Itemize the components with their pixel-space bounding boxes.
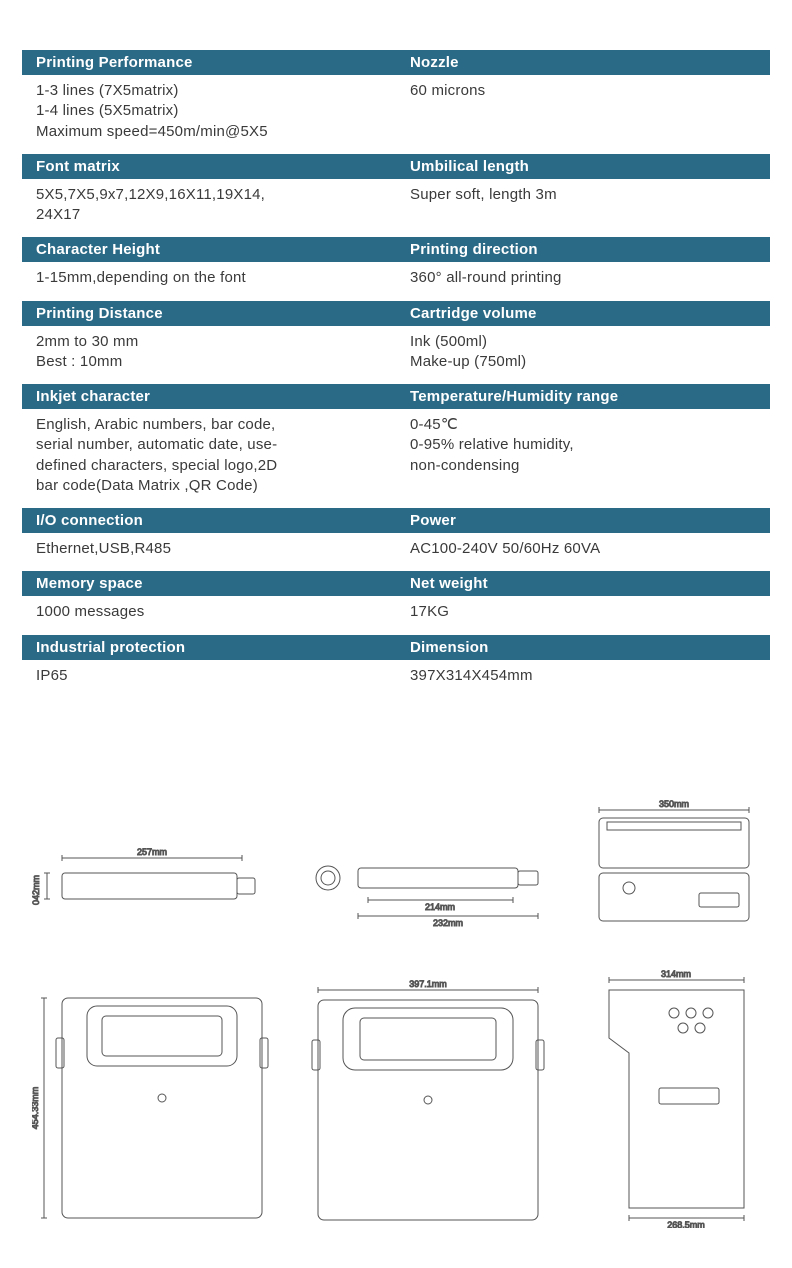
spec-row: Printing direction 360° all-round printi… [396,237,770,300]
spec-value: 5X5,7X5,9x7,12X9,16X11,19X14, 24X17 [22,179,396,238]
svg-text:214mm: 214mm [425,902,455,912]
spec-row: Printing Performance 1-3 lines (7X5matri… [22,50,396,154]
spec-value: IP65 [22,660,396,698]
spec-row: I/O connection Ethernet,USB,R485 [22,508,396,571]
spec-table: Printing Performance 1-3 lines (7X5matri… [22,50,770,698]
spec-value: 360° all-round printing [396,262,770,300]
svg-text:232mm: 232mm [433,918,463,928]
spec-value: English, Arabic numbers, bar code, seria… [22,409,396,508]
svg-text:268.5mm: 268.5mm [667,1220,705,1228]
spec-header: Umbilical length [396,154,770,179]
spec-header: Printing direction [396,237,770,262]
spec-header: Net weight [396,571,770,596]
svg-text:042mm: 042mm [32,875,41,905]
diagram-printhead-side: 257mm 042mm [32,828,272,928]
spec-value: 60 microns [396,75,770,113]
spec-value: 397X314X454mm [396,660,770,698]
spec-header: Printing Distance [22,301,396,326]
diagram-unit-side: 314mm 268.5mm [579,968,769,1228]
spec-row: Nozzle 60 microns [396,50,770,154]
svg-text:454.33mm: 454.33mm [32,1086,40,1129]
diagram-unit-top: 350mm [579,798,769,928]
spec-row: Font matrix 5X5,7X5,9x7,12X9,16X11,19X14… [22,154,396,238]
spec-value: 1-15mm,depending on the font [22,262,396,300]
diagrams-section: 257mm 042mm 214mm 232mm [22,778,770,1228]
spec-header: Power [396,508,770,533]
spec-row: Umbilical length Super soft, length 3m [396,154,770,238]
spec-header: Industrial protection [22,635,396,660]
spec-header: Character Height [22,237,396,262]
spec-row: Net weight 17KG [396,571,770,634]
spec-header: Nozzle [396,50,770,75]
svg-text:350mm: 350mm [659,799,689,809]
spec-value: Ethernet,USB,R485 [22,533,396,571]
spec-row: Printing Distance 2mm to 30 mm Best : 10… [22,301,396,385]
spec-header: Memory space [22,571,396,596]
spec-row: Temperature/Humidity range 0-45℃ 0-95% r… [396,384,770,508]
spec-header: Temperature/Humidity range [396,384,770,409]
spec-value: AC100-240V 50/60Hz 60VA [396,533,770,571]
spec-row: Cartridge volume Ink (500ml) Make-up (75… [396,301,770,385]
diagram-unit-front-wide: 397.1mm [298,978,558,1228]
svg-text:397.1mm: 397.1mm [409,979,447,989]
spec-value: Super soft, length 3m [396,179,770,217]
diagram-unit-front: 454.33mm [32,978,272,1228]
diagram-printhead-front: 214mm 232mm [298,828,558,928]
svg-text:314mm: 314mm [661,969,691,979]
spec-value: 2mm to 30 mm Best : 10mm [22,326,396,385]
spec-header: Dimension [396,635,770,660]
spec-row: Memory space 1000 messages [22,571,396,634]
spec-header: I/O connection [22,508,396,533]
spec-row: Dimension 397X314X454mm [396,635,770,698]
spec-header: Inkjet character [22,384,396,409]
spec-value: 0-45℃ 0-95% relative humidity, non-conde… [396,409,770,488]
spec-row: Inkjet character English, Arabic numbers… [22,384,396,508]
spec-header: Cartridge volume [396,301,770,326]
spec-row: Industrial protection IP65 [22,635,396,698]
spec-header: Font matrix [22,154,396,179]
spec-row: Character Height 1-15mm,depending on the… [22,237,396,300]
spec-row: Power AC100-240V 50/60Hz 60VA [396,508,770,571]
svg-text:257mm: 257mm [137,847,167,857]
spec-value: 1000 messages [22,596,396,634]
spec-value: 1-3 lines (7X5matrix) 1-4 lines (5X5matr… [22,75,396,154]
spec-value: Ink (500ml) Make-up (750ml) [396,326,770,385]
spec-value: 17KG [396,596,770,634]
spec-header: Printing Performance [22,50,396,75]
